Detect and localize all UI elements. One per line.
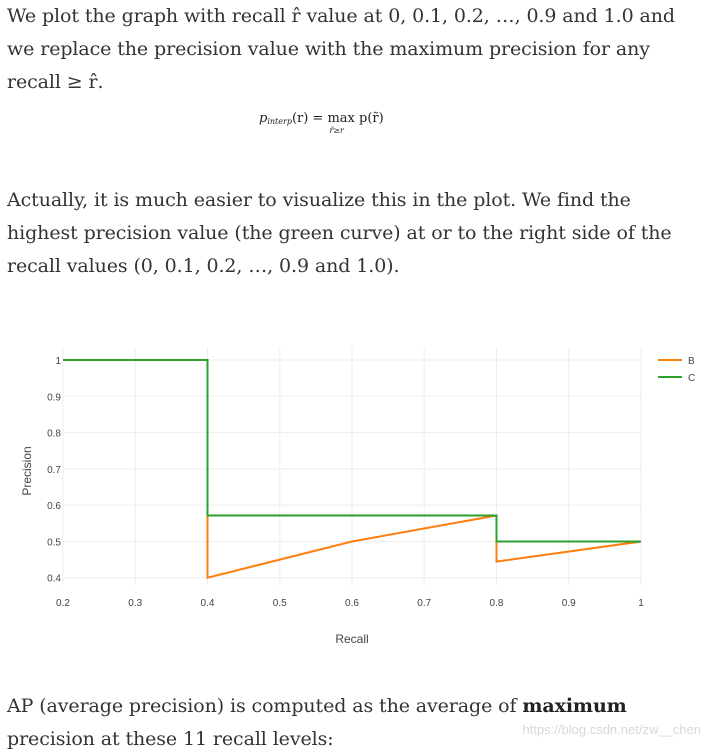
y-axis-label: Precision bbox=[20, 446, 34, 495]
formula-p: p bbox=[259, 111, 268, 126]
legend-label: C bbox=[688, 373, 695, 384]
x-tick-label: 0.6 bbox=[345, 598, 359, 609]
grid bbox=[62, 348, 642, 585]
x-tick-label: 0.4 bbox=[201, 598, 215, 609]
ap-text-before: AP (average precision) is computed as th… bbox=[7, 695, 523, 717]
ap-paragraph: AP (average precision) is computed as th… bbox=[7, 690, 703, 756]
interpolated-precision-formula: pinterp(r) = max r̃≥r p(r̃) bbox=[259, 111, 384, 135]
formula-max-subscript: r̃≥r bbox=[329, 126, 344, 135]
formula-arg: (r) = bbox=[291, 111, 328, 126]
x-tick-label: 0.9 bbox=[562, 598, 576, 609]
precision-recall-chart: 0.2 0.3 0.4 0.5 0.6 0.7 0.8 0.9 1 0.4 0.5 0.6 0.7 0.8… bbox=[20, 348, 695, 646]
y-tick-label: 0.8 bbox=[47, 429, 61, 440]
legend[interactable]: BC bbox=[658, 356, 695, 384]
ap-text-bold: maximum bbox=[522, 695, 627, 717]
y-tick-label: 0.7 bbox=[47, 465, 61, 476]
x-tick-label: 0.8 bbox=[490, 598, 504, 609]
x-tick-label: 1 bbox=[638, 598, 644, 609]
y-tick-label: 0.4 bbox=[47, 574, 61, 585]
x-tick-label: 0.7 bbox=[417, 598, 431, 609]
series-lines bbox=[63, 359, 642, 579]
formula-rhs: p(r̃) bbox=[354, 111, 384, 126]
tick-labels: 0.2 0.3 0.4 0.5 0.6 0.7 0.8 0.9 1 0.4 0.5 0.6 0.7 0.8… bbox=[47, 356, 644, 609]
ap-text-after: precision at these 11 recall levels: bbox=[7, 728, 334, 750]
series-line-c bbox=[63, 359, 641, 543]
x-tick-label: 0.2 bbox=[56, 598, 70, 609]
formula-subscript: interp bbox=[267, 117, 292, 126]
x-axis-label: Recall bbox=[335, 632, 368, 646]
x-tick-label: 0.5 bbox=[273, 598, 287, 609]
legend-item-b[interactable]: B bbox=[658, 356, 695, 367]
y-tick-label: 0.5 bbox=[47, 537, 61, 548]
y-tick-label: 0.6 bbox=[47, 501, 61, 512]
legend-label: B bbox=[688, 356, 695, 367]
x-tick-label: 0.3 bbox=[128, 598, 142, 609]
y-tick-label: 0.9 bbox=[47, 392, 61, 403]
formula-max-word: max bbox=[327, 111, 355, 126]
explanation-paragraph: Actually, it is much easier to visualize… bbox=[7, 189, 672, 277]
watermark: https://blog.csdn.net/zw__chen bbox=[522, 722, 701, 737]
legend-item-c[interactable]: C bbox=[658, 373, 695, 384]
y-tick-label: 1 bbox=[55, 356, 61, 367]
intro-paragraph: We plot the graph with recall r̂ value a… bbox=[7, 5, 675, 93]
formula-max: max r̃≥r bbox=[327, 111, 355, 135]
